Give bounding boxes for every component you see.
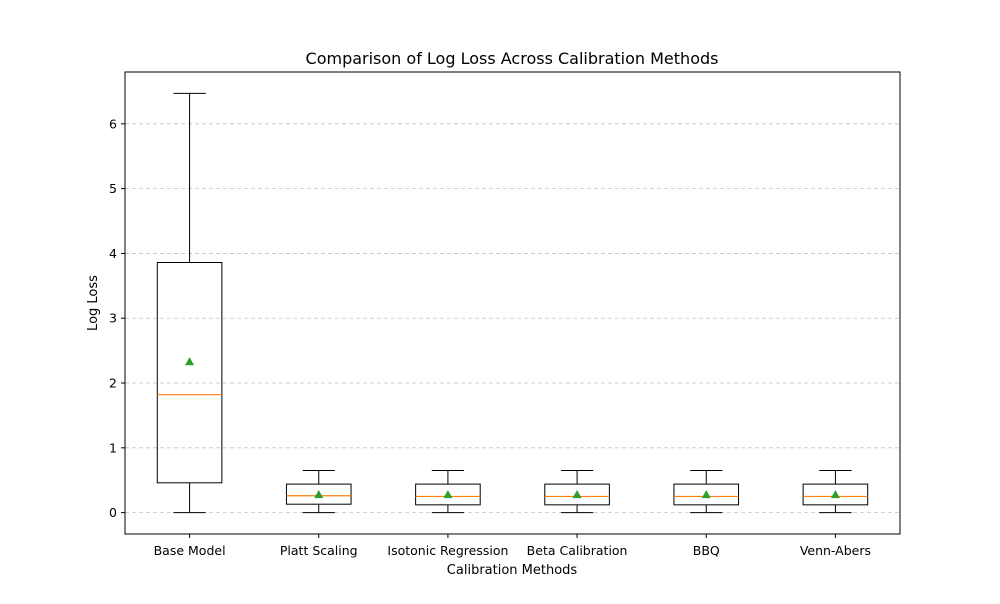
box-group-5: [802, 469, 869, 514]
iqr-box: [285, 483, 352, 505]
y-tick-label: 5: [109, 181, 117, 196]
box-group-0: [156, 92, 223, 514]
mean-marker: [701, 489, 711, 499]
y-tick-label: 6: [109, 116, 117, 131]
box-group-4: [673, 469, 740, 514]
box-group-3: [544, 469, 610, 514]
iqr-box: [544, 483, 610, 506]
axes: 0 1 2 3 4 5 6 Base Model Platt Scaling Isotonic R…: [109, 71, 901, 558]
iqr-box: [156, 262, 223, 484]
box-group-2: [415, 469, 481, 514]
x-tick-label: Venn-Abers: [800, 543, 871, 558]
x-tick-label: BBQ: [693, 543, 720, 558]
y-axis-label: Log Loss: [86, 275, 101, 331]
x-tick-label: Isotonic Regression: [387, 543, 508, 558]
x-axis-label: Calibration Methods: [447, 563, 578, 578]
mean-marker: [830, 489, 840, 499]
iqr-box: [415, 483, 481, 506]
mean-marker: [314, 489, 324, 499]
y-tick-label: 2: [109, 376, 117, 391]
box-group-1: [285, 469, 352, 514]
y-tick-label: 1: [109, 440, 117, 455]
mean-marker: [443, 489, 453, 499]
x-tick-label: Base Model: [154, 543, 226, 558]
iqr-box: [673, 483, 740, 506]
iqr-box: [802, 483, 869, 506]
mean-marker: [185, 357, 195, 366]
x-tick-label: Beta Calibration: [527, 543, 628, 558]
y-tick-label: 4: [109, 246, 117, 261]
grid-lines: [125, 123, 900, 514]
chart-title: Comparison of Log Loss Across Calibratio…: [306, 49, 719, 68]
plot-frame: [124, 71, 901, 535]
y-tick-label: 0: [109, 505, 117, 520]
mean-marker: [572, 489, 582, 499]
y-tick-label: 3: [109, 311, 117, 326]
x-tick-label: Platt Scaling: [280, 543, 358, 558]
box-series: [156, 92, 869, 514]
